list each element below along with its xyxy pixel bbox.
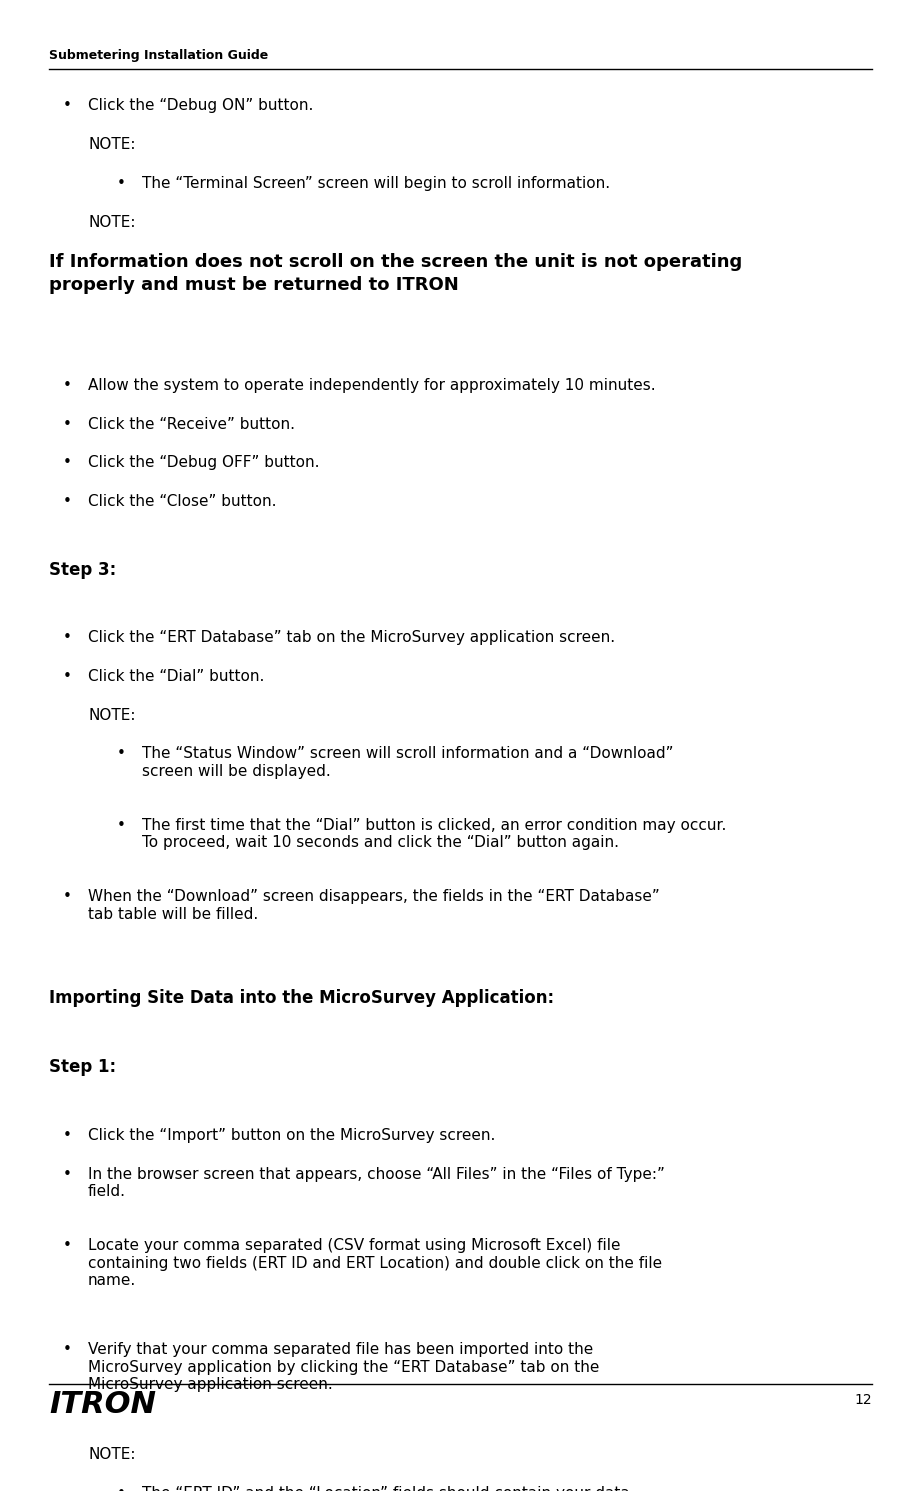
Text: •: • <box>63 379 72 394</box>
Text: Click the “Debug OFF” button.: Click the “Debug OFF” button. <box>88 455 320 471</box>
Text: •: • <box>63 494 72 508</box>
Text: •: • <box>63 631 72 646</box>
Text: If Information does not scroll on the screen the unit is not operating
properly : If Information does not scroll on the sc… <box>49 253 743 294</box>
Text: The “Status Window” screen will scroll information and a “Download”
screen will : The “Status Window” screen will scroll i… <box>142 747 673 778</box>
Text: NOTE:: NOTE: <box>88 215 136 230</box>
Text: Locate your comma separated (CSV format using Microsoft Excel) file
containing t: Locate your comma separated (CSV format … <box>88 1238 663 1288</box>
Text: Step 1:: Step 1: <box>49 1059 117 1077</box>
Text: The “Terminal Screen” screen will begin to scroll information.: The “Terminal Screen” screen will begin … <box>142 176 610 191</box>
Text: •: • <box>63 1166 72 1182</box>
Text: NOTE:: NOTE: <box>88 1446 136 1461</box>
Text: In the browser screen that appears, choose “All Files” in the “Files of Type:”
f: In the browser screen that appears, choo… <box>88 1166 665 1199</box>
Text: •: • <box>117 176 126 191</box>
Text: Click the “Debug ON” button.: Click the “Debug ON” button. <box>88 98 314 113</box>
Text: Step 3:: Step 3: <box>49 561 117 579</box>
Text: When the “Download” screen disappears, the fields in the “ERT Database”
tab tabl: When the “Download” screen disappears, t… <box>88 890 660 921</box>
Text: Importing Site Data into the MicroSurvey Application:: Importing Site Data into the MicroSurvey… <box>49 989 555 1006</box>
Text: •: • <box>63 1342 72 1357</box>
Text: NOTE:: NOTE: <box>88 137 136 152</box>
Text: Click the “Dial” button.: Click the “Dial” button. <box>88 669 264 684</box>
Text: NOTE:: NOTE: <box>88 708 136 723</box>
Text: Allow the system to operate independently for approximately 10 minutes.: Allow the system to operate independentl… <box>88 379 655 394</box>
Text: Verify that your comma separated file has been imported into the
MicroSurvey app: Verify that your comma separated file ha… <box>88 1342 600 1393</box>
Text: The first time that the “Dial” button is clicked, an error condition may occur.
: The first time that the “Dial” button is… <box>142 819 726 850</box>
Text: •: • <box>63 417 72 432</box>
Text: ITRON: ITRON <box>49 1390 156 1418</box>
Text: •: • <box>117 1485 126 1491</box>
Text: Click the “Receive” button.: Click the “Receive” button. <box>88 417 295 432</box>
Text: •: • <box>117 819 126 833</box>
Text: The “ERT ID” and the “Location” fields should contain your data.: The “ERT ID” and the “Location” fields s… <box>142 1485 635 1491</box>
Text: •: • <box>63 1129 72 1144</box>
Text: •: • <box>117 747 126 762</box>
Text: Click the “Import” button on the MicroSurvey screen.: Click the “Import” button on the MicroSu… <box>88 1129 495 1144</box>
Text: Click the “ERT Database” tab on the MicroSurvey application screen.: Click the “ERT Database” tab on the Micr… <box>88 631 615 646</box>
Text: •: • <box>63 1238 72 1254</box>
Text: 12: 12 <box>854 1393 872 1406</box>
Text: Submetering Installation Guide: Submetering Installation Guide <box>49 49 269 63</box>
Text: •: • <box>63 98 72 113</box>
Text: •: • <box>63 890 72 905</box>
Text: •: • <box>63 669 72 684</box>
Text: Click the “Close” button.: Click the “Close” button. <box>88 494 277 508</box>
Text: •: • <box>63 455 72 471</box>
